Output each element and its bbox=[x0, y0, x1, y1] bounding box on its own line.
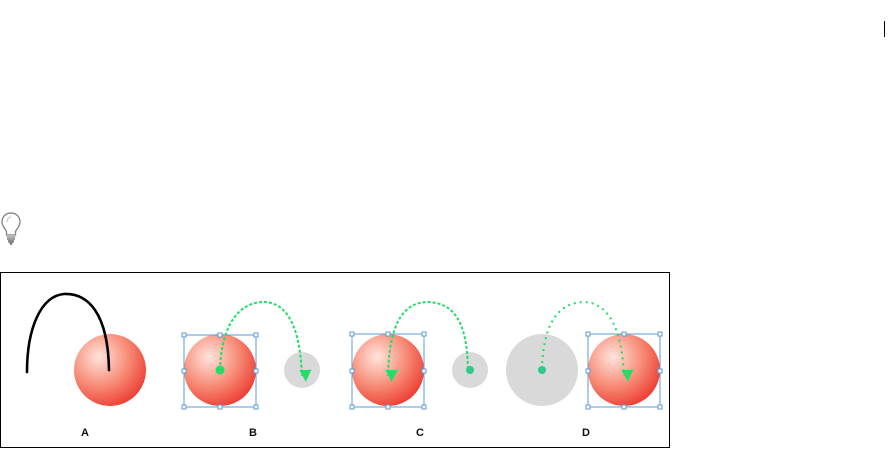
animation-figure bbox=[0, 272, 670, 448]
motion-stroke bbox=[25, 292, 111, 374]
panel-c bbox=[349, 300, 488, 410]
selection-box bbox=[349, 331, 427, 410]
panel-a bbox=[25, 292, 146, 406]
figure-canvas bbox=[25, 292, 663, 410]
anchor-point bbox=[538, 366, 546, 374]
anchor-point bbox=[215, 365, 225, 375]
panel-label-a: A bbox=[81, 427, 89, 439]
motion-path bbox=[541, 300, 634, 382]
panel-label-d: D bbox=[582, 427, 590, 439]
motion-path bbox=[219, 300, 312, 382]
selection-box bbox=[585, 331, 663, 410]
panel-label-b: B bbox=[249, 427, 257, 439]
panel-d bbox=[506, 300, 663, 410]
motion-path bbox=[385, 300, 469, 383]
panel-b bbox=[181, 300, 320, 410]
lightbulb-icon bbox=[1, 212, 21, 245]
edge-marker bbox=[884, 21, 885, 37]
selection-box bbox=[181, 332, 259, 410]
panel-label-c: C bbox=[416, 427, 424, 439]
